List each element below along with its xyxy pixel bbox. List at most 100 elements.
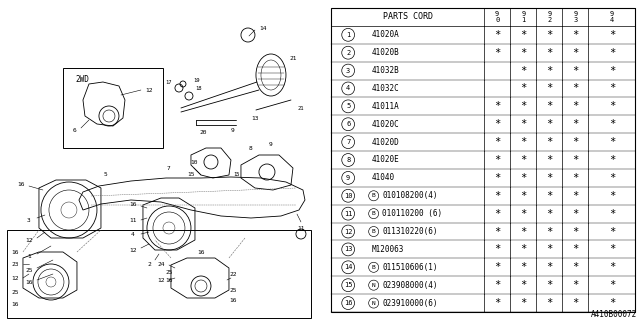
Text: *: * xyxy=(494,155,500,165)
Text: 18: 18 xyxy=(196,85,202,91)
Text: *: * xyxy=(546,209,552,219)
Text: *: * xyxy=(572,155,579,165)
Text: *: * xyxy=(494,191,500,201)
Text: 4: 4 xyxy=(346,85,350,92)
Text: *: * xyxy=(494,30,500,40)
Text: *: * xyxy=(609,191,615,201)
Text: *: * xyxy=(520,191,526,201)
Text: 023910000(6): 023910000(6) xyxy=(383,299,438,308)
Text: 16: 16 xyxy=(197,251,205,255)
Text: N: N xyxy=(372,283,376,288)
Text: *: * xyxy=(520,262,526,272)
Text: *: * xyxy=(494,280,500,290)
Text: 1: 1 xyxy=(27,253,31,259)
Text: 19: 19 xyxy=(194,77,200,83)
Text: *: * xyxy=(494,227,500,236)
Text: 3: 3 xyxy=(346,68,350,74)
Text: 010108200(4): 010108200(4) xyxy=(383,191,438,200)
Text: *: * xyxy=(546,119,552,129)
Text: 16: 16 xyxy=(12,251,19,255)
Text: *: * xyxy=(546,280,552,290)
Text: *: * xyxy=(494,262,500,272)
Text: 2: 2 xyxy=(346,50,350,56)
Text: 9
3: 9 3 xyxy=(573,11,577,23)
Text: 25: 25 xyxy=(229,287,237,292)
Text: 41032C: 41032C xyxy=(371,84,399,93)
Text: 9
1: 9 1 xyxy=(521,11,525,23)
Text: 11: 11 xyxy=(344,211,353,217)
Text: *: * xyxy=(520,155,526,165)
Text: 023908000(4): 023908000(4) xyxy=(383,281,438,290)
Text: *: * xyxy=(609,48,615,58)
Text: *: * xyxy=(520,101,526,111)
Text: *: * xyxy=(572,262,579,272)
Text: *: * xyxy=(546,191,552,201)
Text: 8: 8 xyxy=(346,157,350,163)
Text: *: * xyxy=(546,262,552,272)
Text: *: * xyxy=(572,280,579,290)
Text: 6: 6 xyxy=(73,127,77,132)
Text: *: * xyxy=(609,298,615,308)
Text: 21: 21 xyxy=(298,106,304,110)
Text: 23: 23 xyxy=(12,262,19,268)
Text: *: * xyxy=(520,137,526,147)
Text: 011310220(6): 011310220(6) xyxy=(383,227,438,236)
Text: *: * xyxy=(572,66,579,76)
Bar xyxy=(7,230,311,318)
Text: *: * xyxy=(520,280,526,290)
Text: 41020B: 41020B xyxy=(371,48,399,57)
Text: *: * xyxy=(494,298,500,308)
Text: *: * xyxy=(520,48,526,58)
Text: *: * xyxy=(609,155,615,165)
Text: *: * xyxy=(572,119,579,129)
Text: 15: 15 xyxy=(188,172,195,178)
Text: 1: 1 xyxy=(346,32,350,38)
Text: *: * xyxy=(546,48,552,58)
Text: *: * xyxy=(520,119,526,129)
Text: *: * xyxy=(520,227,526,236)
Text: 41020A: 41020A xyxy=(371,30,399,39)
Text: 41040: 41040 xyxy=(371,173,394,182)
Text: 41020C: 41020C xyxy=(371,120,399,129)
Text: 41032B: 41032B xyxy=(371,66,399,75)
Text: *: * xyxy=(546,66,552,76)
Text: N: N xyxy=(372,300,376,306)
Text: 8: 8 xyxy=(249,146,253,150)
Text: *: * xyxy=(609,66,615,76)
Text: 17: 17 xyxy=(166,79,172,84)
Text: 12: 12 xyxy=(25,237,33,243)
Text: *: * xyxy=(572,191,579,201)
Text: *: * xyxy=(494,101,500,111)
Text: 16: 16 xyxy=(229,298,237,302)
Text: 41020D: 41020D xyxy=(371,138,399,147)
Bar xyxy=(63,68,163,148)
Text: 25: 25 xyxy=(25,268,33,273)
Text: *: * xyxy=(572,209,579,219)
Text: 4: 4 xyxy=(131,233,135,237)
Text: *: * xyxy=(609,227,615,236)
Text: *: * xyxy=(520,244,526,254)
Text: *: * xyxy=(520,66,526,76)
Text: 010110200 (6): 010110200 (6) xyxy=(383,209,443,218)
Text: 16: 16 xyxy=(129,203,137,207)
Text: *: * xyxy=(572,137,579,147)
Text: *: * xyxy=(494,173,500,183)
Text: *: * xyxy=(572,84,579,93)
Text: *: * xyxy=(609,30,615,40)
Text: 15: 15 xyxy=(234,172,240,178)
Text: 24: 24 xyxy=(157,262,164,268)
Text: 10: 10 xyxy=(190,159,198,164)
Text: *: * xyxy=(546,101,552,111)
Text: *: * xyxy=(572,227,579,236)
Text: *: * xyxy=(520,30,526,40)
Text: 14: 14 xyxy=(259,26,267,30)
Text: *: * xyxy=(572,101,579,111)
Text: *: * xyxy=(520,298,526,308)
Text: M120063: M120063 xyxy=(371,245,404,254)
Text: 11: 11 xyxy=(129,218,137,222)
Text: *: * xyxy=(609,244,615,254)
Text: *: * xyxy=(520,173,526,183)
Text: 16: 16 xyxy=(165,277,173,283)
Text: *: * xyxy=(572,30,579,40)
Text: *: * xyxy=(494,209,500,219)
